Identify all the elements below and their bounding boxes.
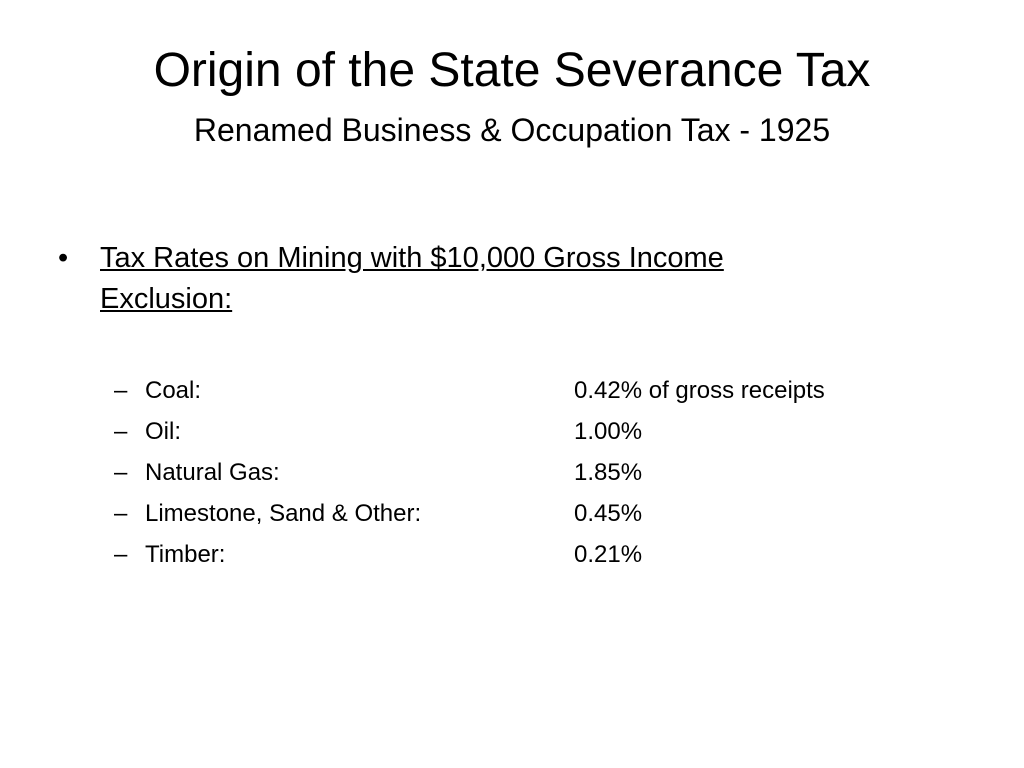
rate-item: – Natural Gas: 1.85% <box>0 452 1024 493</box>
item-label: Timber: <box>145 541 226 568</box>
bullet-text: Tax Rates on Mining with $10,000 Gross I… <box>100 242 724 315</box>
rate-item: – Coal: 0.42% of gross receipts <box>0 370 1024 411</box>
dash-marker: – <box>114 459 128 486</box>
dash-marker: – <box>114 418 128 445</box>
rate-item: – Timber: 0.21% <box>0 534 1024 575</box>
item-label: Limestone, Sand & Other: <box>145 500 422 527</box>
dash-marker: – <box>114 377 128 404</box>
item-label: Oil: <box>145 418 181 445</box>
dash-marker: – <box>114 500 128 527</box>
item-rate: 0.42% of gross receipts <box>574 377 825 404</box>
bullet-marker: • <box>58 242 69 274</box>
slide-title: Origin of the State Severance Tax <box>153 44 871 97</box>
item-label: Coal: <box>145 377 202 404</box>
rate-item: – Limestone, Sand & Other: 0.45% <box>0 493 1024 534</box>
item-label: Natural Gas: <box>145 459 280 486</box>
item-rate: 1.00% <box>574 418 643 445</box>
item-rate: 1.85% <box>574 459 643 486</box>
rate-item: – Oil: 1.00% <box>0 411 1024 452</box>
slide-subtitle: Renamed Business & Occupation Tax - 1925 <box>193 112 831 148</box>
item-rate: 0.21% <box>574 541 643 568</box>
dash-marker: – <box>114 541 128 568</box>
item-rate: 0.45% <box>574 500 643 527</box>
